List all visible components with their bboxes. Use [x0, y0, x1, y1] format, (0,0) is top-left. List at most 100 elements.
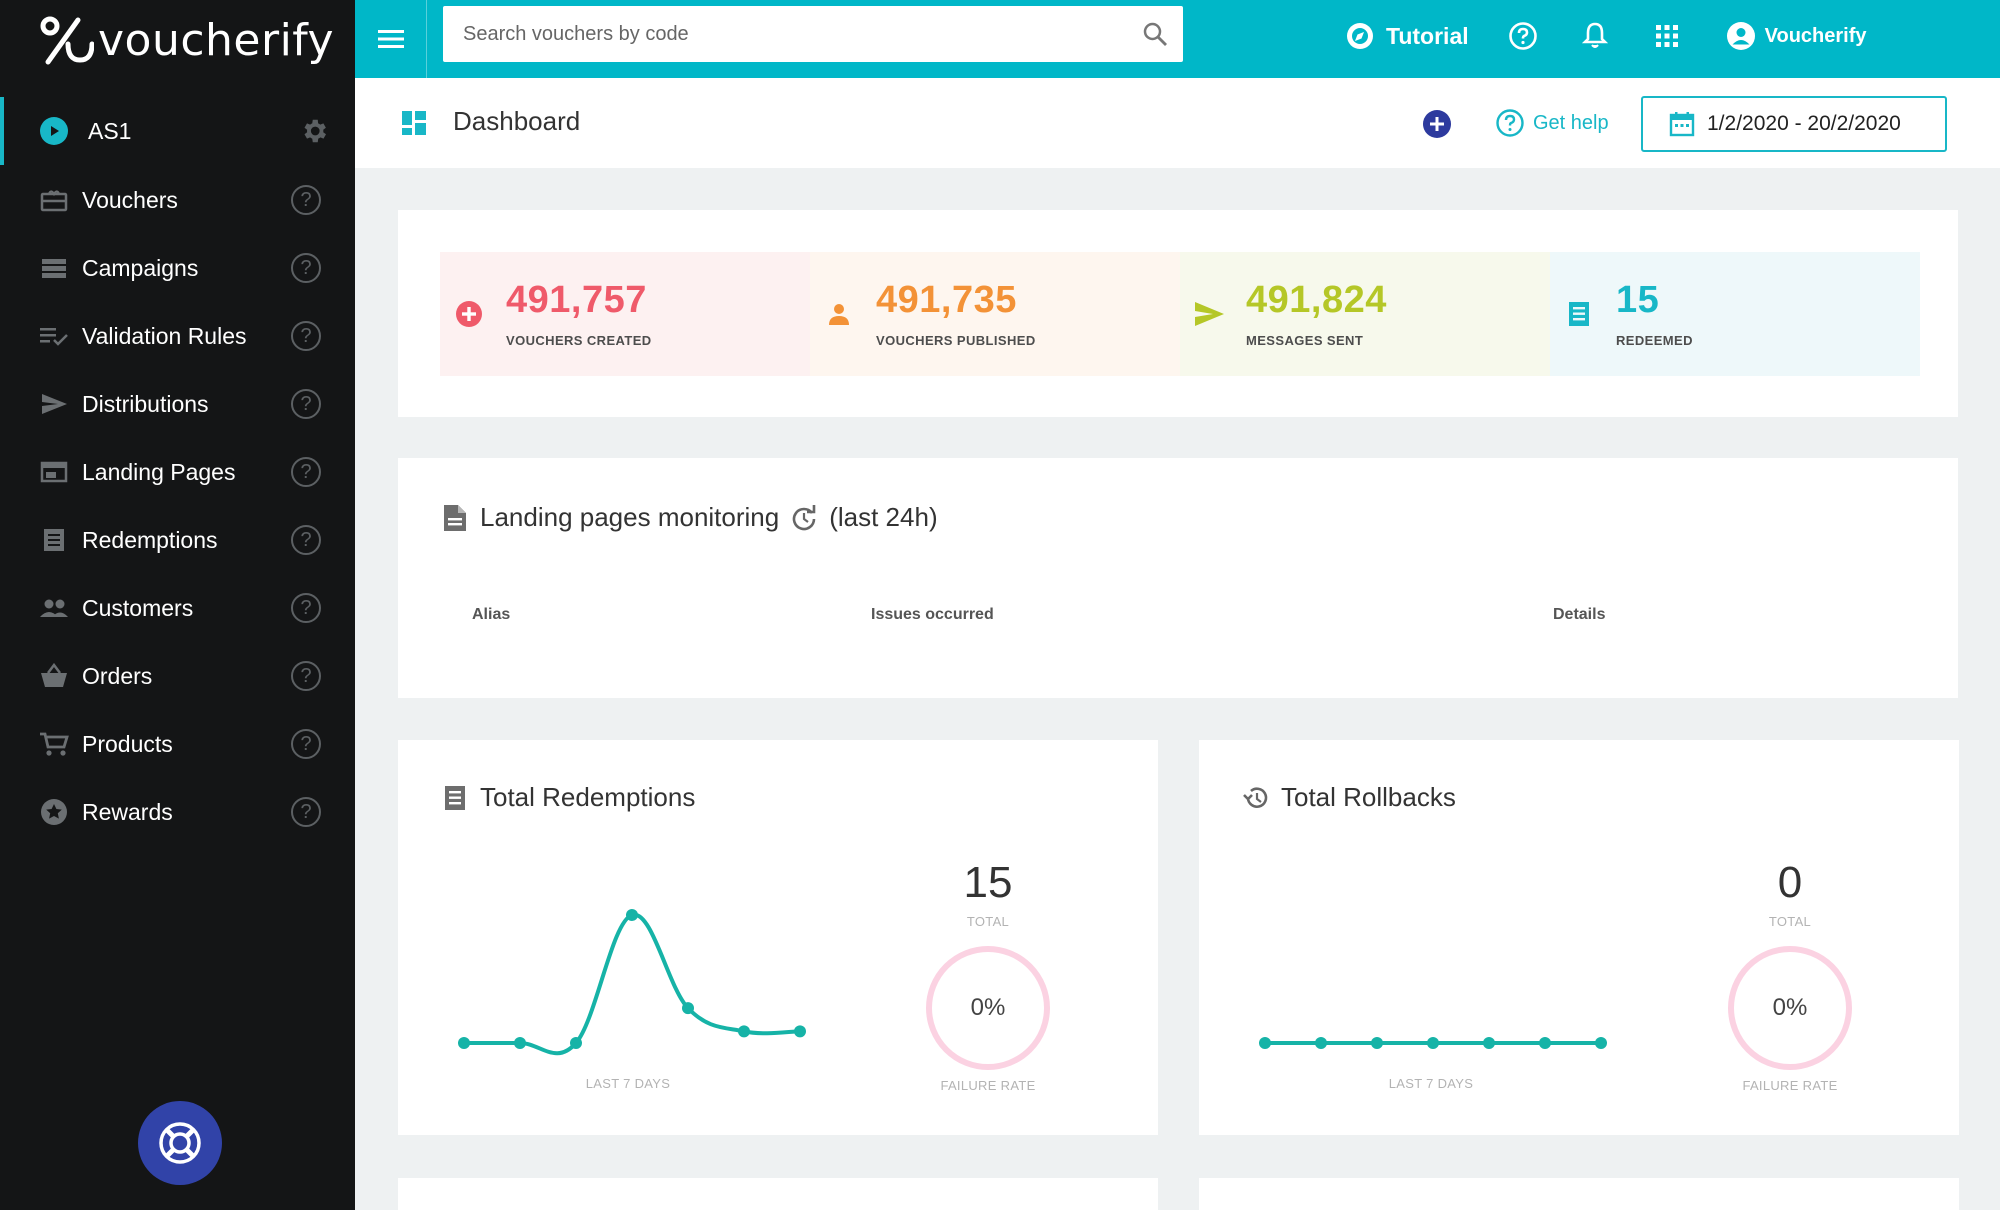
stat-vouchers-published: 491,735 VOUCHERS PUBLISHED — [810, 252, 1180, 376]
sidebar-item-label: Landing Pages — [82, 458, 236, 485]
redemptions-title-text: Total Redemptions — [480, 782, 696, 812]
user-menu[interactable]: Voucherify — [1721, 16, 1867, 56]
stat-redeemed: 15 REDEEMED — [1550, 252, 1920, 376]
help-circle-icon[interactable]: ? — [291, 661, 321, 691]
help-circle-icon[interactable]: ? — [291, 457, 321, 487]
data-point[interactable] — [1315, 1037, 1327, 1049]
failure-rate-value: 0% — [970, 994, 1006, 1021]
data-point[interactable] — [1483, 1037, 1495, 1049]
sidebar-item-vouchers[interactable]: Vouchers ? — [0, 166, 355, 234]
help-circle-icon[interactable]: ? — [291, 593, 321, 623]
data-point[interactable] — [738, 1025, 750, 1038]
sidebar-item-campaigns[interactable]: Campaigns ? — [0, 234, 355, 302]
receipt-icon — [38, 524, 70, 556]
person-icon — [822, 297, 856, 331]
user-name: Voucherify — [1764, 24, 1867, 47]
stats-card: 491,757 VOUCHERS CREATED 491,735 VOUCHER… — [398, 210, 1958, 417]
help-circle-icon[interactable]: ? — [291, 729, 321, 759]
receipt-icon — [1562, 297, 1596, 331]
column-header-alias[interactable]: Alias — [472, 606, 511, 623]
data-point[interactable] — [626, 909, 638, 921]
sidebar-item-customers[interactable]: Customers ? — [0, 574, 355, 642]
data-point[interactable] — [1371, 1037, 1383, 1049]
sidebar-item-label: Redemptions — [82, 526, 218, 553]
help-circle-icon[interactable]: ? — [291, 253, 321, 283]
tutorial-button[interactable]: Tutorial — [1340, 16, 1469, 56]
stat-messages-sent: 491,824 MESSAGES SENT — [1180, 252, 1550, 376]
data-point[interactable] — [1539, 1037, 1551, 1049]
lifebuoy-icon — [159, 1122, 201, 1164]
help-icon[interactable] — [1503, 16, 1543, 56]
dashboard-icon — [401, 110, 427, 141]
page-header: Dashboard Get help 1/2/2020 - 20/2/2020 — [355, 78, 2000, 168]
logo-text: voucherify — [98, 14, 335, 66]
period-label: LAST 7 DAYS — [1388, 1076, 1474, 1091]
redemptions-line-chart — [458, 909, 806, 1056]
validation-rules-icon — [38, 320, 70, 352]
total-value: 15 — [963, 858, 1013, 907]
data-point[interactable] — [570, 1037, 582, 1049]
percent-logo-icon — [38, 14, 95, 66]
data-point[interactable] — [1427, 1037, 1439, 1049]
plus-icon — [1430, 117, 1444, 131]
logo[interactable]: voucherify — [38, 14, 334, 66]
compass-icon — [1340, 16, 1380, 56]
sidebar-item-label: Distributions — [82, 390, 209, 417]
sidebar-item-validation-rules[interactable]: Validation Rules ? — [0, 302, 355, 370]
date-range-button[interactable]: 1/2/2020 - 20/2/2020 — [1641, 96, 1947, 152]
data-point[interactable] — [514, 1037, 526, 1049]
campaigns-icon — [38, 252, 70, 284]
help-circle-icon[interactable]: ? — [291, 321, 321, 351]
column-header-details[interactable]: Details — [1553, 606, 1606, 623]
search-icon[interactable] — [1127, 6, 1183, 62]
landing-monitoring-title: Landing pages monitoring (last 24h) — [442, 502, 938, 533]
failure-rate-label: FAILURE RATE — [940, 1078, 1036, 1093]
star-icon — [38, 796, 70, 828]
bell-icon[interactable] — [1575, 16, 1615, 56]
sidebar-item-distributions[interactable]: Distributions ? — [0, 370, 355, 438]
sidebar-item-rewards[interactable]: Rewards ? — [0, 778, 355, 846]
document-icon — [444, 504, 466, 531]
apps-grid-icon[interactable] — [1647, 16, 1687, 56]
add-button[interactable] — [1423, 110, 1451, 138]
total-label: TOTAL — [1768, 914, 1812, 929]
total-label: TOTAL — [966, 914, 1010, 929]
sidebar-item-label: Orders — [82, 662, 153, 689]
refresh-icon[interactable] — [789, 503, 819, 533]
add-circle-icon — [452, 297, 486, 331]
sidebar-item-redemptions[interactable]: Redemptions ? — [0, 506, 355, 574]
data-point[interactable] — [458, 1037, 470, 1049]
partial-card-left — [398, 1178, 1158, 1210]
sidebar: voucherify AS1 Vouchers ? Campaigns ? — [0, 0, 355, 1210]
sidebar-item-products[interactable]: Products ? — [0, 710, 355, 778]
data-point[interactable] — [682, 1002, 694, 1015]
rollbacks-line-chart — [1259, 1037, 1607, 1049]
search-input[interactable] — [443, 22, 1127, 46]
stat-label: REDEEMED — [1616, 332, 1693, 348]
redemptions-title: Total Redemptions — [442, 782, 695, 813]
sidebar-item-landing-pages[interactable]: Landing Pages ? — [0, 438, 355, 506]
gear-icon[interactable] — [297, 114, 331, 148]
sidebar-item-label: Customers — [82, 594, 194, 621]
failure-rate-value: 0% — [1772, 994, 1808, 1021]
stat-vouchers-created: 491,757 VOUCHERS CREATED — [440, 252, 810, 376]
project-selector[interactable]: AS1 — [0, 97, 355, 165]
column-header-issues[interactable]: Issues occurred — [871, 606, 994, 623]
help-circle-icon[interactable]: ? — [291, 525, 321, 555]
help-circle-icon[interactable]: ? — [291, 389, 321, 419]
data-point[interactable] — [1259, 1037, 1271, 1049]
help-circle-icon[interactable]: ? — [291, 185, 321, 215]
failure-rate-label: FAILURE RATE — [1742, 1078, 1838, 1093]
support-lifebuoy-button[interactable] — [138, 1101, 222, 1185]
data-point[interactable] — [1595, 1037, 1607, 1049]
history-icon — [1243, 786, 1268, 808]
get-help-label: Get help — [1533, 111, 1609, 134]
sidebar-item-label: Validation Rules — [82, 322, 247, 349]
stat-label: MESSAGES SENT — [1246, 332, 1364, 348]
hamburger-menu-icon[interactable] — [355, 0, 427, 78]
sidebar-item-orders[interactable]: Orders ? — [0, 642, 355, 710]
help-circle-icon[interactable]: ? — [291, 797, 321, 827]
get-help-link[interactable]: Get help — [1495, 108, 1609, 138]
data-point[interactable] — [794, 1025, 806, 1038]
stat-label: VOUCHERS CREATED — [506, 332, 652, 348]
